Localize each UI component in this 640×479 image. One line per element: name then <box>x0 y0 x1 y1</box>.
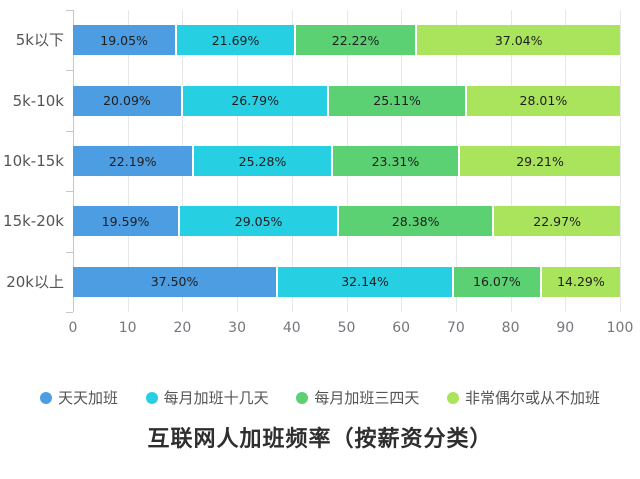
x-axis-tick-label: 100 <box>606 320 634 336</box>
bar-segment: 19.05% <box>73 25 178 56</box>
bar-segment: 21.69% <box>177 25 296 56</box>
bar-value-label: 25.28% <box>238 153 287 169</box>
bar-segment: 37.50% <box>73 266 279 297</box>
y-axis-tick <box>66 191 73 193</box>
x-axis-tick-label: 0 <box>68 320 78 336</box>
bar-value-label: 22.22% <box>331 32 380 48</box>
legend: 天天加班 每月加班十几天 每月加班三四天 非常偶尔或从不加班 <box>0 387 640 408</box>
bar-value-label: 23.31% <box>371 153 420 169</box>
x-axis-tick-label: 40 <box>282 320 301 336</box>
bar-value-label: 22.97% <box>533 213 581 229</box>
bar-value-label: 16.07% <box>473 274 521 290</box>
bar-value-label: 28.01% <box>519 93 568 109</box>
category-label: 5k-10k <box>12 91 64 110</box>
x-axis-tick-label: 60 <box>392 320 411 336</box>
bar-value-label: 19.59% <box>101 213 150 229</box>
bar-value-label: 32.14% <box>341 274 389 290</box>
legend-label: 非常偶尔或从不加班 <box>464 389 600 407</box>
legend-item: 天天加班 <box>40 387 118 408</box>
plot-area: 19.05% 21.69% 22.22% 37.04% 20.09% 26.79% 25.1… <box>66 10 621 313</box>
y-axis-tick <box>66 10 73 11</box>
stacked-bar-chart: 19.05% 21.69% 22.22% 37.04% 20.09% 26.79% 25.1… <box>3 10 634 336</box>
bar-value-label: 29.21% <box>516 153 564 169</box>
legend-item: 每月加班十几天 <box>145 387 269 408</box>
bar-row: 19.59% 29.05% 28.38% 22.97% <box>73 206 620 237</box>
bar-value-label: 28.38% <box>391 213 440 229</box>
bar-value-label: 20.09% <box>103 93 151 109</box>
bar-row: 37.50% 32.14% 16.07% 14.29% <box>73 266 620 297</box>
legend-dot-icon <box>446 391 459 404</box>
bar-segment: 22.22% <box>295 25 418 56</box>
bar-segment: 20.09% <box>73 85 183 116</box>
legend-dot-icon <box>145 391 158 404</box>
legend-item: 每月加班三四天 <box>296 387 419 408</box>
bar-segment: 28.38% <box>339 206 495 237</box>
bar-value-label: 29.05% <box>234 213 283 229</box>
bar-value-label: 19.05% <box>100 32 148 48</box>
bar-value-label: 14.29% <box>557 274 605 290</box>
x-axis-tick-label: 10 <box>118 320 137 336</box>
bar-segment: 19.59% <box>73 206 181 237</box>
category-label: 20k以上 <box>6 272 64 291</box>
bar-value-label: 37.50% <box>150 274 199 290</box>
bar-segment: 26.79% <box>182 85 330 116</box>
bar-value-label: 26.79% <box>231 93 279 109</box>
y-axis-tick <box>66 251 73 253</box>
bar-segment: 25.28% <box>194 146 333 176</box>
x-axis-tick-label: 30 <box>228 320 246 336</box>
legend-dot-icon <box>296 391 309 404</box>
bar-segment: 29.21% <box>460 146 620 176</box>
legend-label: 天天加班 <box>58 389 119 407</box>
x-axis-tick-label: 20 <box>173 320 192 336</box>
bar-segment: 22.19% <box>73 146 195 176</box>
x-axis-tick-label: 80 <box>501 320 520 336</box>
x-axis-tick-label: 90 <box>556 320 575 336</box>
bar-row: 22.19% 25.28% 23.31% 29.21% <box>73 146 620 176</box>
bar-value-label: 37.04% <box>494 32 543 48</box>
y-axis-tick <box>66 312 73 313</box>
bar-segment: 32.14% <box>278 266 454 297</box>
gridline <box>620 10 621 312</box>
bar-segment: 16.07% <box>453 266 542 297</box>
category-label: 10k-15k <box>3 152 64 170</box>
bar-value-label: 25.11% <box>373 93 421 109</box>
category-label: 15k-20k <box>3 212 64 231</box>
bar-segment: 23.31% <box>332 146 461 176</box>
bar-segment: 29.05% <box>180 206 340 237</box>
bar-value-label: 22.19% <box>108 153 157 169</box>
y-axis-tick <box>66 70 73 72</box>
legend-item: 非常偶尔或从不加班 <box>446 387 600 408</box>
bar-segment: 25.11% <box>329 85 467 116</box>
bar-segment: 22.97% <box>494 206 620 237</box>
bar-row: 19.05% 21.69% 22.22% 37.04% <box>73 25 620 56</box>
y-axis-tick <box>66 130 73 132</box>
bar-segment: 14.29% <box>541 266 620 297</box>
x-axis-tick-label: 50 <box>337 320 356 336</box>
category-label: 5k以下 <box>15 31 64 50</box>
x-axis-tick-label: 70 <box>446 320 465 336</box>
chart-title: 互联网人加班频率（按薪资分类） <box>147 427 493 452</box>
bar-value-label: 21.69% <box>211 32 260 48</box>
bar-segment: 37.04% <box>417 25 620 56</box>
bar-row: 20.09% 26.79% 25.11% 28.01% <box>73 85 620 116</box>
legend-label: 每月加班十几天 <box>163 389 269 407</box>
legend-dot-icon <box>40 391 52 404</box>
bar-segment: 28.01% <box>466 85 620 116</box>
legend-label: 每月加班三四天 <box>314 389 420 407</box>
